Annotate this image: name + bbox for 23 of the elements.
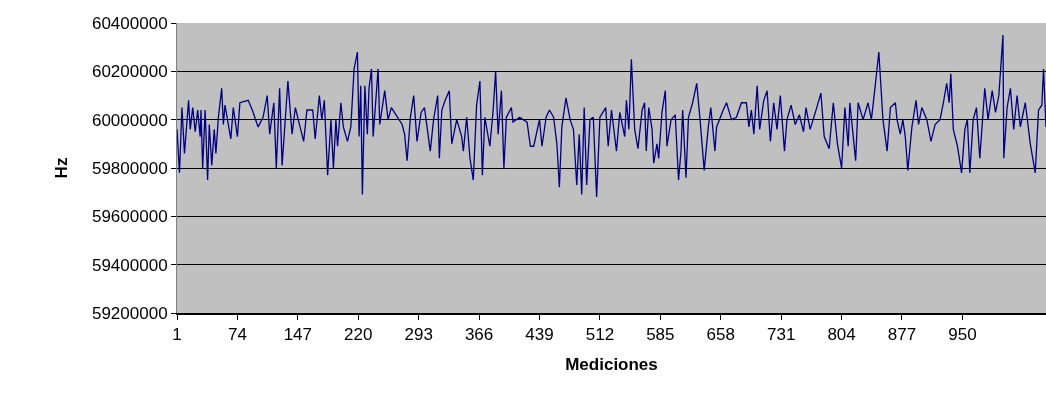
y-tick-label: 59600000 (91, 207, 168, 227)
y-axis-title: Hz (51, 157, 71, 179)
y-tick-label: 60200000 (91, 62, 168, 82)
x-tick-label: 220 (344, 325, 373, 345)
x-tick-label: 950 (948, 325, 977, 345)
y-tick-label: 59400000 (91, 255, 168, 275)
y-tick-label: 59200000 (91, 303, 168, 323)
y-tick-label: 59800000 (91, 158, 168, 178)
x-tick-label: 804 (827, 325, 856, 345)
x-tick-label: 512 (585, 325, 615, 345)
x-axis-title: Mediciones (565, 355, 658, 375)
x-tick-label: 877 (887, 325, 917, 345)
x-tick-label: 731 (766, 325, 796, 345)
y-tick-label: 60400000 (91, 13, 168, 33)
x-tick-label: 439 (525, 325, 554, 345)
x-tick-label: 658 (706, 325, 735, 345)
x-tick-label: 147 (283, 325, 313, 345)
x-tick-label: 293 (404, 325, 433, 345)
x-tick-label: 1 (172, 325, 182, 345)
x-tick-label: 366 (464, 325, 494, 345)
y-tick-label: 60000000 (91, 110, 168, 130)
x-tick-label: 74 (227, 325, 247, 345)
x-tick-label: 585 (646, 325, 675, 345)
